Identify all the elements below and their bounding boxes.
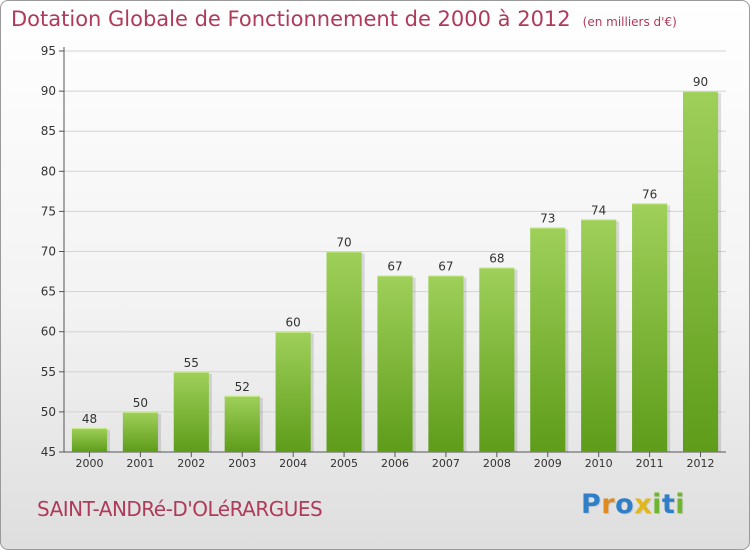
data-label: 50 (133, 396, 148, 410)
bar (682, 91, 719, 452)
y-tick-label: 75 (41, 204, 56, 218)
bars (71, 91, 722, 452)
data-label: 55 (184, 356, 199, 370)
bar (632, 203, 668, 452)
y-tick-label: 55 (41, 365, 56, 379)
bar (428, 275, 464, 452)
x-tick-label: 2006 (381, 457, 409, 470)
logo-letter: i (675, 489, 686, 520)
bar (71, 427, 108, 452)
bar (530, 227, 566, 452)
x-tick-labels: 2000 2001 2002 2003 2004 2005 2006 2007 2008 2009… (75, 457, 714, 470)
y-tick-label: 85 (41, 124, 56, 138)
data-label: 76 (642, 187, 657, 201)
bar (224, 395, 260, 452)
y-tick-labels: 45 50 55 60 65 70 75 80 85 90 95 (41, 44, 56, 459)
x-tick-label: 2009 (534, 457, 562, 470)
y-tick-label: 45 (41, 445, 56, 459)
bar (173, 371, 209, 452)
y-tick-label: 50 (41, 405, 56, 419)
data-label: 60 (286, 316, 301, 330)
x-tick-label: 2001 (126, 457, 154, 470)
data-label: 48 (82, 412, 97, 426)
y-tick-label: 95 (41, 44, 56, 58)
x-tick-label: 2011 (636, 457, 664, 470)
data-label: 73 (540, 211, 555, 225)
x-tick-label: 2004 (279, 457, 307, 470)
data-label: 52 (235, 380, 250, 394)
title-unit: (en milliers d'€) (582, 15, 677, 29)
x-tick-label: 2010 (585, 457, 613, 470)
data-label: 67 (387, 260, 402, 274)
proxiti-logo: Proxiti (581, 489, 685, 520)
y-tick-label: 70 (41, 245, 56, 259)
data-labels: 48 50 55 52 60 70 67 67 68 73 74 76 90 (82, 75, 708, 426)
y-tick-label: 60 (41, 325, 56, 339)
data-label: 90 (693, 75, 708, 89)
bar (479, 267, 515, 452)
x-tick-label: 2007 (432, 457, 460, 470)
y-tick-label: 90 (41, 84, 56, 98)
logo-letter: r (601, 489, 616, 520)
bar (122, 411, 158, 452)
y-tick-label: 65 (41, 285, 56, 299)
logo-letter: o (615, 489, 635, 520)
data-label: 68 (489, 252, 504, 266)
data-label: 67 (438, 260, 453, 274)
chart-title: Dotation Globale de Fonctionnement de 20… (11, 7, 677, 31)
bar (326, 251, 362, 452)
bar (275, 331, 311, 452)
data-label: 70 (336, 236, 351, 250)
commune-name: SAINT-ANDRé-D'OLéRARGUES (37, 497, 323, 521)
y-tick-label: 80 (41, 164, 56, 178)
x-tick-label: 2000 (75, 457, 103, 470)
bar (581, 219, 617, 452)
x-tick-label: 2005 (330, 457, 358, 470)
logo-letter: P (581, 489, 602, 520)
data-label: 74 (591, 203, 606, 217)
x-tick-label: 2003 (228, 457, 256, 470)
x-tick-label: 2008 (483, 457, 511, 470)
logo-letter: i (652, 489, 662, 520)
logo-letter: x (634, 489, 653, 520)
x-tick-label: 2012 (687, 457, 715, 470)
bar (377, 275, 413, 452)
x-tick-label: 2002 (177, 457, 205, 470)
title-main: Dotation Globale de Fonctionnement de 20… (11, 7, 571, 31)
logo-letter: t (661, 489, 676, 520)
